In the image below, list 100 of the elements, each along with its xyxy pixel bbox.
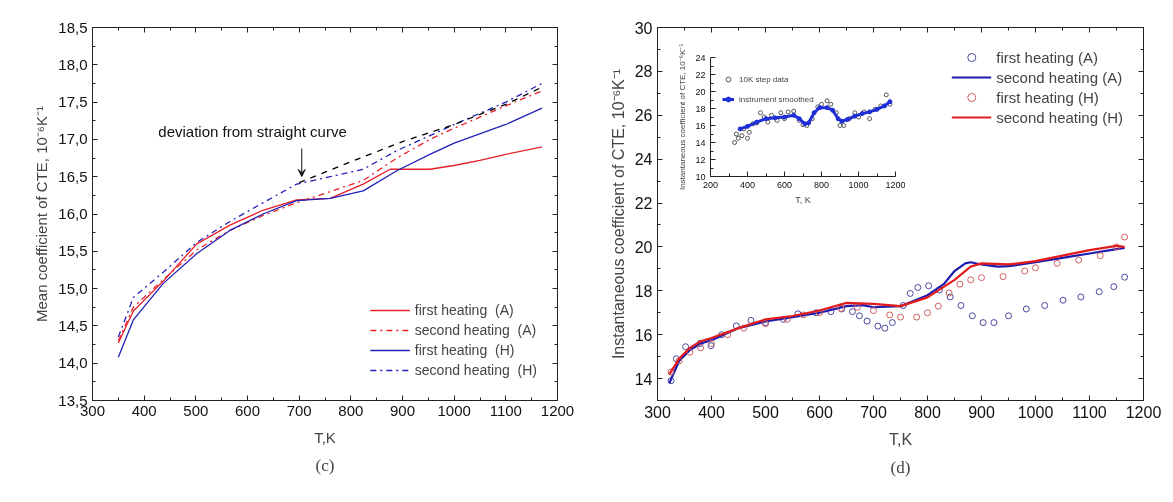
x-tick-label: 400 (131, 401, 157, 419)
x-tick-label: 900 (968, 403, 995, 421)
point (1113, 243, 1120, 251)
y-tick-label: 16,5 (58, 167, 88, 185)
x-axis-title: T, K (795, 194, 811, 205)
x-tick-label: 600 (234, 401, 261, 419)
x-tick-label: 1000 (437, 401, 471, 419)
point (881, 324, 889, 332)
point (745, 123, 750, 129)
point (867, 109, 873, 115)
point (1077, 293, 1085, 301)
point (979, 319, 987, 327)
y-tick-label: 15,0 (58, 279, 88, 297)
y-tick-label: 15,5 (58, 242, 88, 260)
point (1021, 267, 1029, 275)
point (733, 131, 739, 137)
point (682, 343, 690, 351)
point (867, 116, 873, 122)
x-tick-label: 1000 (1017, 403, 1054, 421)
y-tick-label: 22 (634, 195, 653, 213)
point (855, 312, 863, 320)
point (745, 135, 750, 141)
y-tick-label: 16 (695, 120, 706, 131)
y-tick-label: 14,5 (58, 316, 88, 334)
x-axis-title: T,K (888, 430, 913, 448)
x-tick-label: 500 (183, 401, 209, 419)
point (897, 313, 904, 321)
point (874, 322, 882, 330)
x-tick-label: 800 (914, 403, 941, 421)
point (1041, 302, 1049, 309)
point (1121, 233, 1129, 241)
point (718, 331, 726, 339)
x-tick-label: 1200 (885, 179, 906, 190)
point (816, 309, 823, 317)
annotation: deviation from straight curve (158, 123, 347, 141)
point (883, 92, 889, 98)
point (839, 118, 845, 124)
legend-label: first heating (A) (414, 302, 514, 318)
x-tick-label: 1200 (540, 401, 575, 419)
point (824, 105, 830, 111)
point (824, 98, 830, 104)
y-tick-label: 20 (634, 238, 653, 256)
point (1053, 259, 1061, 267)
point (906, 289, 914, 297)
point (913, 313, 921, 321)
point (1032, 264, 1039, 272)
text: (d) (890, 457, 911, 477)
y-tick-label: 17,0 (58, 130, 88, 148)
point (886, 311, 894, 319)
x-tick-label: 1200 (1125, 403, 1162, 421)
y-tick-label: 18 (695, 103, 706, 114)
point (967, 276, 975, 284)
point (835, 116, 841, 122)
point (848, 308, 856, 316)
y-tick-label: 28 (634, 63, 653, 81)
y-axis-title: Instantaneous coefficient of CTE, 10⁻⁶K⁻¹ (609, 68, 627, 360)
point (1095, 288, 1103, 296)
point (812, 309, 820, 317)
point (747, 316, 755, 324)
x-tick-label: 600 (776, 179, 793, 190)
point (735, 135, 741, 141)
point (737, 126, 743, 132)
legend-label: second heating (H) (414, 362, 537, 378)
x-tick-label: 900 (389, 401, 416, 419)
y-axis-title: Instantaneous coefficient of CTE, 10⁻⁶K⁻¹ (678, 43, 688, 191)
y-tick-label: 18 (634, 282, 653, 300)
x-tick-label: 800 (813, 179, 830, 190)
y-tick-label: 12 (695, 154, 706, 165)
point (686, 348, 694, 356)
x-tick-label: 700 (286, 401, 312, 419)
point (1022, 305, 1030, 313)
y-tick-label: 13,5 (58, 391, 88, 409)
text: (c) (315, 455, 335, 475)
y-tick-label: 10 (695, 171, 706, 182)
legend-label: first heating (A) (996, 48, 1098, 66)
x-tick-label: 300 (644, 403, 671, 421)
point (740, 324, 748, 332)
point (956, 280, 964, 288)
point (778, 110, 784, 116)
point (791, 108, 797, 114)
point (870, 307, 877, 315)
y-tick-label: 22 (695, 69, 706, 80)
x-tick-label: 400 (698, 403, 725, 421)
point (934, 302, 942, 310)
point (863, 317, 871, 325)
x-tick-label: 400 (739, 179, 756, 190)
y-tick-label: 24 (634, 151, 653, 169)
point (799, 311, 807, 319)
point (957, 302, 965, 309)
legend-label: 10K step data (739, 74, 789, 84)
point (1110, 283, 1118, 291)
legend-label: first heating (H) (996, 88, 1099, 106)
point (925, 282, 933, 290)
point (888, 319, 896, 327)
legend-label: second heating (A) (414, 322, 537, 338)
point (999, 273, 1007, 281)
y-tick-label: 18,5 (58, 18, 88, 36)
point (783, 315, 791, 323)
point (757, 110, 763, 116)
point (1005, 312, 1012, 320)
